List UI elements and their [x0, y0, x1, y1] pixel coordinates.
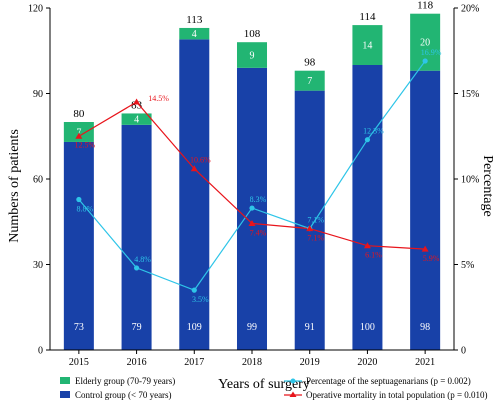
x-tick-2020: 2020: [357, 357, 377, 368]
bar-label-control-2021: 98: [420, 322, 430, 333]
x-axis-title: Years of surgery: [218, 377, 310, 392]
bar-label-elderly-2020: 14: [362, 41, 372, 52]
label-septuagenarians-2015: 8.8%: [77, 205, 94, 214]
x-tick-2018: 2018: [242, 357, 262, 368]
label-septuagenarians-2021: 16.9%: [421, 48, 442, 57]
y-tick-30: 30: [33, 260, 43, 271]
label-mortality-2018: 7.4%: [250, 228, 267, 237]
bar-total-2017: 113: [186, 14, 203, 26]
legend-marker-mortality: [289, 391, 297, 397]
bars-layer: 7378079483109411399910891798100141149820…: [63, 0, 441, 351]
y-tick-90: 90: [33, 89, 43, 100]
point-septuagenarians-2021: [422, 58, 428, 64]
y-tick-0: 0: [38, 346, 43, 357]
y-tick-120: 120: [28, 4, 43, 15]
bar-total-2018: 108: [244, 28, 261, 40]
label-mortality-2020: 6.1%: [365, 251, 382, 260]
legend-swatch-control: [60, 391, 70, 398]
label-mortality-2019: 7.1%: [307, 234, 324, 243]
y2-tick-1: 5%: [461, 260, 474, 271]
point-mortality-2015: [75, 132, 83, 139]
bar-label-control-2020: 100: [360, 322, 375, 333]
legend: Elderly group (70-79 years) Control grou…: [60, 376, 488, 400]
x-tick-2021: 2021: [415, 357, 435, 368]
label-mortality-2017: 10.6%: [190, 156, 211, 165]
bar-label-elderly-2016: 4: [134, 115, 139, 126]
bar-label-control-2019: 91: [305, 322, 315, 333]
bar-elderly-2020: [352, 25, 383, 66]
bar-label-control-2018: 99: [247, 322, 257, 333]
bar-total-2015: 80: [73, 108, 85, 120]
bar-elderly-2016: [121, 113, 152, 125]
point-mortality-2019: [306, 225, 314, 232]
bar-total-2019: 98: [304, 57, 316, 69]
label-septuagenarians-2018: 8.3%: [250, 195, 267, 204]
y-tick-60: 60: [33, 175, 43, 186]
x-tick-2015: 2015: [69, 357, 89, 368]
point-mortality-2016: [133, 98, 141, 105]
bar-control-2016: [121, 124, 152, 350]
label-septuagenarians-2017: 3.5%: [192, 295, 209, 304]
bar-total-2021: 118: [417, 0, 434, 12]
y2-tick-3: 15%: [461, 89, 479, 100]
label-mortality-2021: 5.9%: [423, 254, 440, 263]
bar-label-control-2017: 109: [187, 322, 202, 333]
label-septuagenarians-2016: 4.8%: [134, 255, 151, 264]
bar-control-2020: [352, 65, 383, 350]
bar-elderly-2017: [179, 27, 210, 40]
legend-marker-septuagenarians: [290, 378, 296, 384]
bar-control-2021: [410, 70, 441, 350]
bar-label-elderly-2019: 7: [307, 76, 312, 87]
bar-label-control-2016: 79: [132, 322, 142, 333]
bar-control-2017: [179, 39, 210, 350]
bar-elderly-2019: [294, 70, 325, 91]
y-axis-title: Numbers of patients: [7, 129, 22, 243]
bar-total-2020: 114: [359, 11, 376, 23]
point-mortality-2020: [363, 242, 371, 249]
bar-control-2019: [294, 90, 325, 351]
point-septuagenarians-2020: [364, 137, 371, 143]
bar-control-2015: [63, 141, 94, 350]
lines-layer: 8.8% 4.8% 3.5% 8.3% 7.1% 12.3% 16.9% 12.5% 14.5%…: [75, 48, 442, 304]
bar-label-elderly-2018: 9: [250, 51, 255, 62]
point-septuagenarians-2017: [191, 287, 197, 293]
point-mortality-2021: [421, 245, 429, 252]
bar-label-elderly-2021: 20: [420, 38, 430, 49]
label-mortality-2016: 14.5%: [148, 94, 169, 103]
x-tick-2016: 2016: [127, 357, 147, 368]
label-septuagenarians-2019: 7.1%: [307, 216, 324, 225]
y2-tick-4: 20%: [461, 4, 479, 15]
point-septuagenarians-2018: [249, 205, 255, 211]
legend-label-control: Control group (< 70 years): [75, 390, 172, 400]
legend-label-elderly: Elderly group (70-79 years): [75, 376, 175, 386]
bar-elderly-2018: [236, 42, 268, 68]
point-septuagenarians-2015: [76, 196, 82, 203]
y2-tick-2: 10%: [461, 175, 479, 186]
axes-layer: 0 30 60 90 120 0 5% 10% 15% 20% 2015 2016 2017 2018 20…: [28, 4, 479, 369]
y2-tick-0: 0: [461, 346, 466, 357]
y2-axis-title: Percentage: [480, 155, 495, 216]
label-septuagenarians-2020: 12.3%: [363, 127, 384, 136]
point-mortality-2018: [248, 219, 256, 226]
legend-label-mortality: Operative mortality in total population …: [306, 390, 488, 400]
x-tick-2019: 2019: [300, 357, 320, 368]
bar-elderly-2015: [63, 122, 94, 142]
label-mortality-2015: 12.5%: [75, 140, 96, 149]
point-mortality-2017: [190, 165, 198, 172]
x-tick-2017: 2017: [184, 357, 204, 368]
legend-swatch-elderly: [60, 377, 70, 384]
legend-label-septuagenarians: Percentage of the septuagenarians (p = 0…: [306, 376, 471, 386]
bar-label-elderly-2017: 4: [192, 29, 197, 40]
point-septuagenarians-2016: [133, 265, 140, 271]
bar-total-2016: 83: [131, 99, 143, 111]
bar-label-control-2015: 73: [74, 322, 84, 333]
